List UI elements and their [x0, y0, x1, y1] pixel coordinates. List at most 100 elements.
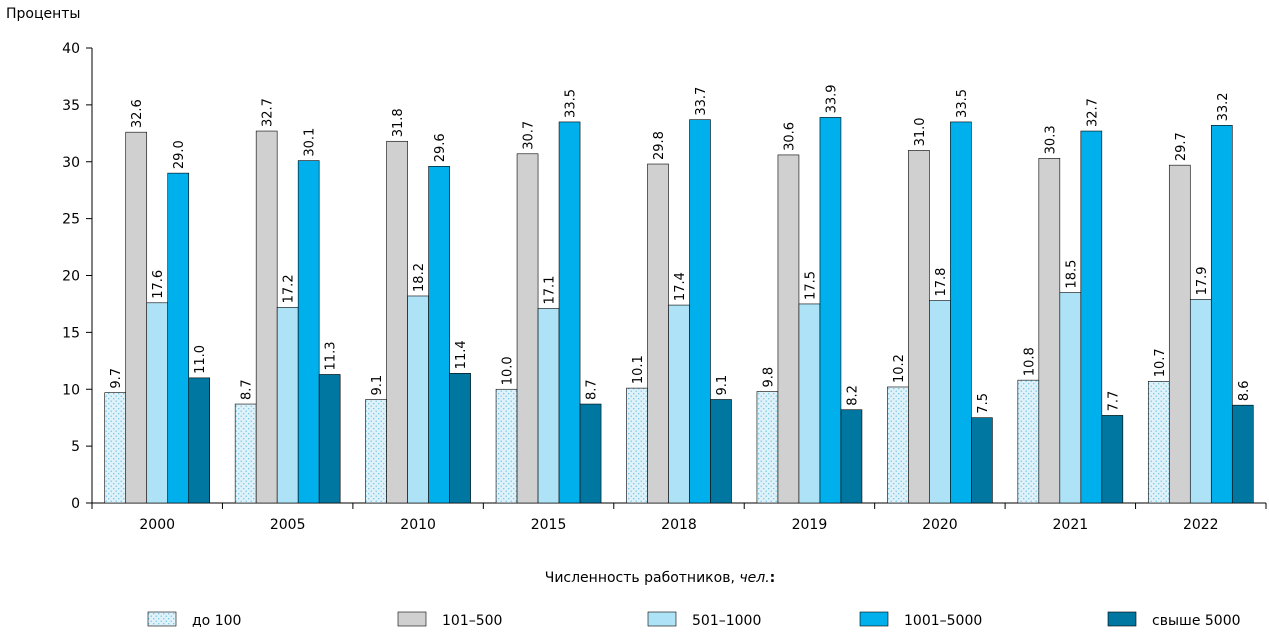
bar: [887, 386, 909, 504]
bar: [647, 163, 669, 504]
y-tick-label: 25: [62, 212, 80, 228]
data-label: 17.5: [803, 271, 818, 300]
x-tick-label: 2020: [922, 517, 958, 533]
bar: [537, 308, 560, 504]
data-label: 31.8: [391, 108, 406, 137]
data-label: 33.5: [955, 89, 970, 118]
legend-swatch: [859, 611, 889, 627]
bar: [1080, 130, 1103, 504]
data-label: 18.2: [412, 263, 427, 292]
data-label: 7.5: [976, 393, 991, 414]
data-label: 10.2: [892, 354, 907, 383]
y-tick-label: 35: [62, 98, 80, 114]
legend-label: 101–500: [442, 613, 502, 629]
data-label: 30.3: [1043, 125, 1058, 154]
data-label: 17.2: [282, 274, 297, 303]
data-label: 17.4: [673, 272, 688, 301]
y-tick-label: 30: [62, 155, 80, 171]
bar: [1147, 380, 1170, 504]
data-label: 17.6: [151, 270, 166, 299]
bar: [146, 302, 169, 504]
bar: [188, 377, 211, 504]
bar: [495, 388, 518, 504]
bar: [971, 417, 993, 504]
bar: [516, 153, 539, 504]
data-label: 17.8: [934, 268, 949, 297]
data-label: 9.1: [715, 375, 730, 396]
data-label: 10.8: [1022, 347, 1037, 376]
data-label: 29.0: [172, 140, 187, 169]
legend-swatch: [647, 611, 677, 627]
bar: [1210, 125, 1233, 504]
data-label: 9.1: [370, 375, 385, 396]
x-tick-label: 2015: [531, 517, 567, 533]
data-label: 8.6: [1237, 380, 1252, 401]
legend-title-part: чел.: [739, 570, 769, 586]
data-label: 10.0: [501, 356, 516, 385]
bar: [840, 409, 863, 504]
data-label: 30.6: [782, 122, 797, 151]
bar: [234, 403, 257, 504]
bar: [365, 399, 387, 504]
data-label: 8.7: [240, 379, 255, 400]
data-label: 10.1: [631, 355, 646, 384]
bar: [710, 399, 732, 504]
data-label: 32.7: [1085, 98, 1100, 127]
data-label: 33.5: [564, 89, 579, 118]
legend-label: 501–1000: [692, 613, 761, 629]
bar: [756, 391, 779, 504]
data-label: 32.7: [261, 98, 276, 127]
y-axis-label: Проценты: [6, 6, 80, 22]
bar: [428, 166, 450, 504]
data-label: 33.9: [824, 84, 839, 113]
bar: [255, 130, 278, 504]
bar: [125, 131, 148, 504]
bar: [668, 304, 690, 504]
bar: [104, 392, 127, 504]
data-label: 9.8: [761, 367, 776, 388]
data-label: 29.8: [652, 131, 667, 160]
y-tick-label: 5: [71, 439, 80, 455]
bar: [579, 403, 602, 504]
legend-title: Численность работников, чел.:: [545, 570, 776, 586]
y-tick-label: 40: [62, 41, 80, 57]
bar: [777, 154, 800, 504]
bar: [819, 117, 842, 504]
y-tick-label: 0: [71, 496, 80, 512]
bar: [798, 303, 821, 504]
bar: [407, 295, 429, 504]
data-label: 11.3: [324, 342, 339, 371]
bar: [1038, 158, 1061, 504]
data-label: 33.2: [1216, 92, 1231, 121]
data-label: 32.6: [130, 99, 145, 128]
legend-swatch: [397, 611, 427, 627]
bar: [950, 121, 972, 504]
bar: [1059, 292, 1082, 504]
y-tick-label: 10: [62, 382, 80, 398]
bar: [558, 121, 581, 504]
bar: [626, 387, 648, 504]
bar: [689, 119, 711, 504]
bar: [1017, 379, 1040, 504]
y-tick-label: 15: [62, 325, 80, 341]
data-label: 18.5: [1064, 260, 1079, 289]
data-label: 11.0: [193, 345, 208, 374]
data-label: 29.6: [433, 133, 448, 162]
data-label: 30.7: [522, 121, 537, 150]
x-tick-label: 2005: [270, 517, 306, 533]
bar: [318, 374, 341, 504]
y-tick-label: 20: [62, 269, 80, 285]
bar: [386, 140, 408, 504]
bar: [1231, 404, 1254, 504]
legend-label: 1001–5000: [904, 613, 982, 629]
legend-title-part: Численность работников,: [545, 570, 740, 586]
legend-label: свыше 5000: [1152, 613, 1241, 629]
x-tick-label: 2018: [661, 517, 697, 533]
bar: [1189, 299, 1212, 504]
legend-label: до 100: [192, 613, 241, 629]
bar: [449, 373, 471, 504]
bar: [167, 172, 190, 504]
data-label: 9.7: [109, 368, 124, 389]
data-label: 7.7: [1106, 391, 1121, 412]
data-label: 30.1: [303, 128, 318, 157]
